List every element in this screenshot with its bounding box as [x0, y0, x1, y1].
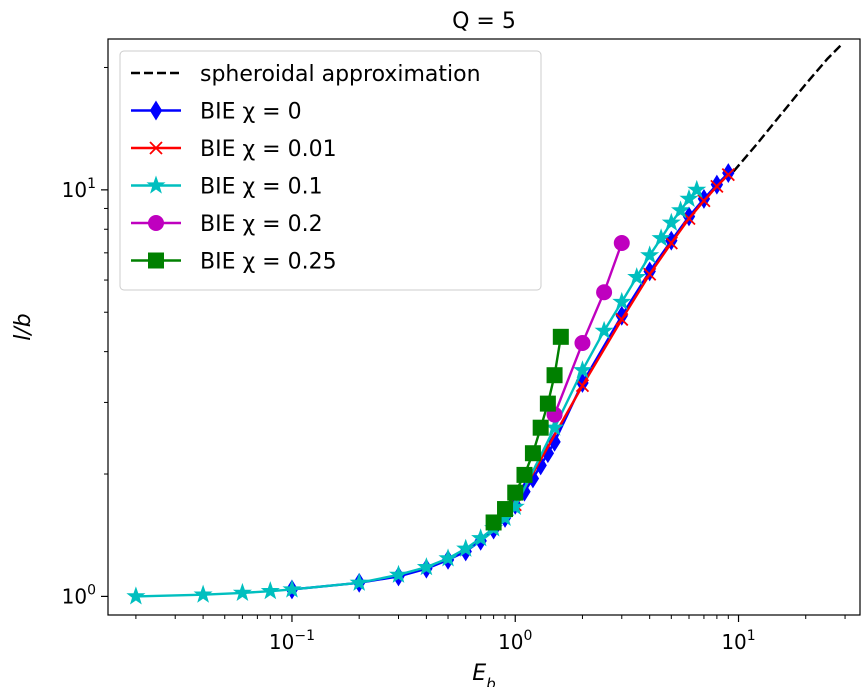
x-tick-label: 10−1	[269, 628, 315, 654]
series-spheroidal	[732, 43, 843, 173]
data-point-chi-0-2	[596, 284, 613, 301]
legend-item: BIE χ = 0	[131, 100, 302, 125]
data-point-chi-0-1	[594, 320, 614, 339]
legend-label: BIE χ = 0.2	[200, 212, 323, 237]
data-point-chi-0-01	[615, 312, 629, 327]
data-point-chi-0-01	[643, 267, 657, 281]
x-tick-label-base: 10	[721, 630, 746, 654]
x-tick-label: 100	[498, 628, 532, 654]
data-point-chi-0-2	[574, 335, 591, 352]
legend-swatch-marker	[148, 215, 164, 231]
data-point-chi-0-01	[721, 168, 735, 182]
x-tick-label: 101	[721, 628, 755, 654]
series-line-chi-0-2	[553, 242, 623, 416]
series-chi-0-1	[126, 179, 707, 605]
x-tick-label-exp: −1	[294, 628, 315, 644]
data-point-chi-0-1	[438, 548, 458, 567]
data-point-chi-0-25	[507, 484, 524, 501]
x-tick-label-exp: 1	[747, 628, 756, 644]
series-chi-0-25	[485, 328, 569, 531]
data-point-chi-0-1	[679, 188, 699, 208]
data-point-chi-0-25	[532, 419, 549, 436]
legend-swatch-marker	[148, 252, 164, 269]
data-point-chi-0-1	[651, 228, 671, 247]
data-point-chi-0	[548, 431, 561, 452]
data-point-chi-0-1	[471, 528, 491, 547]
data-point-chi-0-25	[485, 514, 502, 531]
data-point-chi-0-1	[612, 291, 632, 311]
data-point-chi-0-01	[575, 378, 590, 393]
data-point-chi-0-1	[661, 212, 681, 231]
legend-label: BIE χ = 0.01	[200, 137, 337, 162]
data-point-chi-0-1	[416, 557, 436, 576]
legend-box	[119, 50, 542, 291]
y-tick-label-base: 10	[62, 584, 87, 608]
legend-item: BIE χ = 0.2	[131, 212, 323, 237]
data-point-chi-0-01	[664, 236, 678, 250]
y-axis-title: l/b	[11, 313, 36, 341]
legend-item: spheroidal approximation	[131, 62, 481, 87]
legend-label: BIE χ = 0	[200, 100, 302, 125]
series-chi-0-01	[508, 168, 735, 512]
legend-swatch-marker	[146, 175, 166, 194]
legend-label: BIE χ = 0.25	[200, 250, 337, 275]
x-axis-title-sub: b	[486, 675, 496, 687]
data-point-chi-0-01	[697, 194, 711, 208]
y-tick-label: 101	[62, 176, 96, 202]
x-tick-label-base: 10	[269, 630, 294, 654]
x-axis-title: Eb	[472, 661, 495, 687]
data-point-chi-0-1	[388, 564, 409, 583]
data-point-chi-0-2	[613, 235, 630, 252]
data-point-chi-0-25	[516, 466, 533, 483]
data-point-chi-0-1	[349, 572, 369, 591]
data-point-chi-0-25	[552, 328, 569, 345]
y-tick-label: 100	[62, 582, 96, 608]
legend: spheroidal approximation BIE χ = 0 BIE χ =…	[119, 50, 542, 291]
series-line-spheroidal	[732, 43, 843, 173]
legend-label: BIE χ = 0.1	[200, 175, 323, 200]
legend-item: BIE χ = 0.1	[131, 175, 323, 200]
chart-title: Q = 5	[452, 9, 516, 34]
data-point-chi-0-25	[539, 395, 556, 412]
legend-item: BIE χ = 0.01	[131, 137, 337, 162]
data-point-chi-0-25	[546, 367, 563, 384]
data-point-chi-0-1	[260, 581, 280, 600]
y-tick-label-exp: 1	[87, 176, 96, 192]
data-point-chi-0-1	[126, 586, 146, 605]
x-tick-label-exp: 0	[524, 628, 533, 644]
y-tick-label-base: 10	[62, 178, 87, 202]
data-point-chi-0-1	[193, 584, 213, 603]
y-tick-label-exp: 0	[87, 582, 96, 598]
plot-frame	[107, 38, 861, 616]
data-point-chi-0-1	[232, 582, 252, 602]
data-point-chi-0-1	[687, 179, 707, 198]
legend-swatch-marker	[149, 100, 163, 121]
data-point-chi-0-01	[710, 179, 724, 193]
legend-label: spheroidal approximation	[200, 62, 481, 87]
data-point-chi-0-1	[282, 579, 302, 598]
data-point-chi-0-1	[627, 267, 647, 286]
data-point-chi-0-1	[671, 200, 691, 219]
data-point-chi-0-25	[497, 501, 514, 518]
data-point-chi-0-1	[640, 245, 660, 264]
x-tick-label-base: 10	[498, 630, 523, 654]
plot-area	[126, 43, 843, 605]
legend-item: BIE χ = 0.25	[131, 250, 337, 275]
legend-swatch-marker	[149, 141, 163, 155]
data-point-chi-0-25	[524, 445, 541, 462]
data-point-chi-0-1	[572, 360, 592, 379]
data-point-chi-0-1	[456, 538, 476, 557]
